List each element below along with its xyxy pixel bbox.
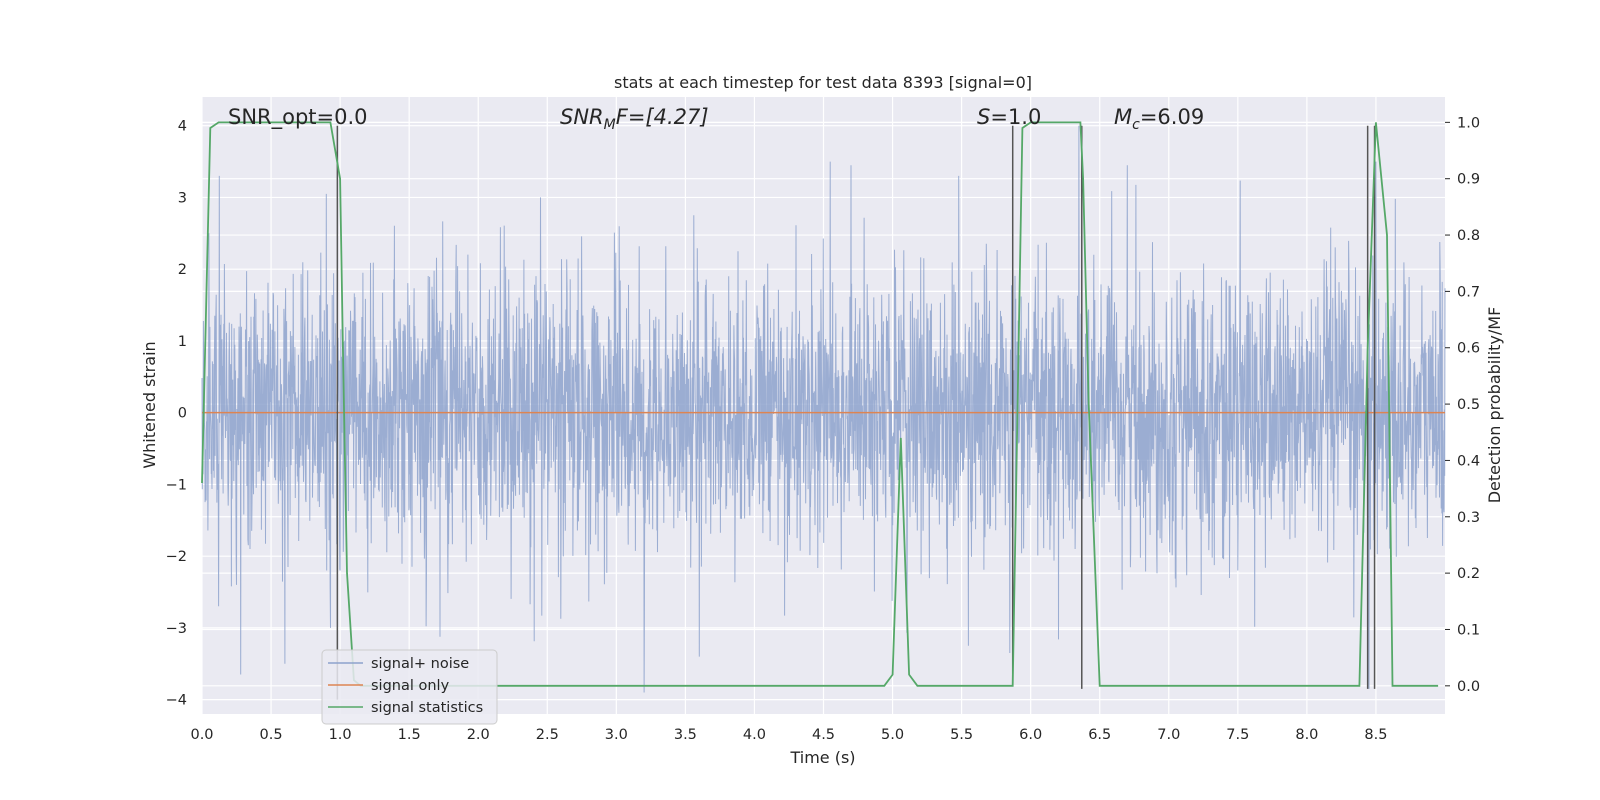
signal-statistics-line	[201, 121, 1439, 687]
y-tick-label-right: 0.8	[1457, 228, 1480, 244]
annotation-snr-mf: SNRMF=[4.27]	[560, 105, 709, 133]
annotation-s-value: =1.0	[990, 105, 1041, 129]
annotation-mc: Mc=6.09	[1114, 105, 1204, 133]
legend-label-signal-only: signal only	[371, 678, 450, 694]
y-tick-label-left: 4	[178, 119, 187, 135]
legend-label-signal-statistics: signal statistics	[371, 700, 483, 716]
x-tick-label: 6.0	[1019, 727, 1042, 743]
y-tick-label-left: −4	[166, 693, 187, 709]
y-tick-label-left: 2	[178, 262, 187, 278]
annotations: SNR_opt=0.0 SNRMF=[4.27] S=1.0 Mc=6.09	[228, 105, 1204, 133]
x-tick-label: 7.5	[1226, 727, 1249, 743]
annotation-mc-base: M	[1114, 105, 1132, 129]
y-axis-label-left: Whitened strain	[140, 341, 159, 468]
chart-title: stats at each timestep for test data 839…	[614, 73, 1032, 92]
y-tick-labels-right: 1.0 0.9 0.8 0.7 0.6 0.5 0.4 0.3 0.2 0.1 0.0	[1445, 115, 1480, 695]
x-tick-label: 2.0	[467, 727, 490, 743]
y-tick-label-right: 1.0	[1457, 115, 1480, 131]
y-tick-label-right: 0.0	[1457, 679, 1480, 695]
annotation-mc-sub: c	[1132, 117, 1140, 133]
annotation-snr-mf-base: SNR	[560, 105, 604, 129]
x-tick-label: 4.0	[743, 727, 766, 743]
x-tick-label: 6.5	[1088, 727, 1111, 743]
vertical-markers	[336, 125, 1376, 700]
y-tick-label-right: 0.4	[1457, 453, 1480, 469]
y-tick-label-right: 0.5	[1457, 397, 1480, 413]
x-axis-label: Time (s)	[789, 748, 855, 767]
y-tick-label-left: −2	[166, 549, 187, 565]
x-tick-label: 0.0	[190, 727, 213, 743]
x-tick-labels: 0.0 0.5 1.0 1.5 2.0 2.5 3.0 3.5 4.0 4.5 5.0 5.5 6.0 6…	[190, 727, 1387, 743]
y-tick-label-right: 0.7	[1457, 284, 1480, 300]
annotation-snr-mf-sub: M	[604, 117, 616, 133]
x-tick-label: 3.0	[605, 727, 628, 743]
annotation-s: S=1.0	[977, 105, 1041, 129]
annotation-mc-value: =6.09	[1140, 105, 1204, 129]
x-tick-label: 0.5	[260, 727, 283, 743]
x-tick-label: 4.5	[812, 727, 835, 743]
y-tick-label-left: −1	[166, 477, 187, 493]
annotation-snr-mf-rest: F=[4.27]	[616, 105, 709, 129]
y-tick-label-right: 0.1	[1457, 622, 1480, 638]
y-tick-labels-left: 4 3 2 1 0 −1 −2 −3 −4	[166, 119, 187, 709]
x-tick-label: 5.0	[881, 727, 904, 743]
x-tick-label: 1.0	[329, 727, 352, 743]
annotation-snr-opt: SNR_opt=0.0	[228, 105, 368, 130]
y-axis-label-right: Detection probability/MF	[1485, 307, 1504, 504]
x-tick-label: 8.0	[1295, 727, 1318, 743]
legend: signal+ noise signal only signal statist…	[321, 649, 498, 725]
y-tick-label-right: 0.3	[1457, 510, 1480, 526]
y-tick-label-left: 1	[178, 334, 187, 350]
y-tick-label-left: 3	[178, 190, 187, 206]
y-tick-label-right: 0.2	[1457, 566, 1480, 582]
y-tick-label-right: 0.6	[1457, 341, 1480, 357]
signal-noise-series	[201, 125, 1446, 693]
y-tick-label-left: 0	[178, 406, 187, 422]
x-tick-label: 7.0	[1157, 727, 1180, 743]
legend-label-signal-noise: signal+ noise	[371, 656, 469, 672]
x-tick-label: 2.5	[536, 727, 559, 743]
annotation-s-label: S	[977, 105, 990, 129]
y-tick-label-right: 0.9	[1457, 172, 1480, 188]
legend-box	[321, 649, 498, 725]
x-tick-label: 1.5	[398, 727, 421, 743]
x-tick-label: 8.5	[1364, 727, 1387, 743]
x-tick-label: 3.5	[674, 727, 697, 743]
signal-noise-line	[201, 125, 1446, 693]
y-tick-label-left: −3	[166, 621, 187, 637]
signal-statistics-series	[201, 121, 1439, 687]
x-tick-label: 5.5	[950, 727, 973, 743]
